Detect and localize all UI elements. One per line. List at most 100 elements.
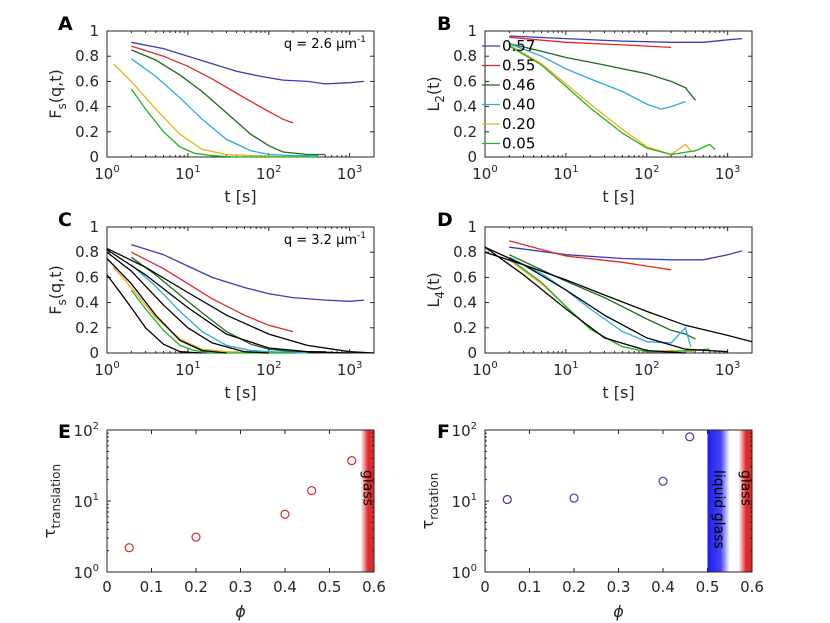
x-tick-exp: 1 (194, 360, 200, 371)
axes-box (484, 30, 753, 158)
x-tick-exp: 0 (491, 360, 497, 371)
y-label-sub: 2 (433, 95, 447, 103)
x-tick-label: 102 (634, 360, 659, 379)
series-line-0-46 (509, 42, 697, 101)
series-line-0-40 (509, 256, 692, 347)
y-tick-label: 100 (74, 563, 99, 582)
y-tick-exp: 1 (93, 492, 99, 503)
series-line-0-55 (131, 45, 294, 124)
series-line-0-46 (130, 256, 326, 353)
x-tick-label: 101 (553, 164, 578, 183)
series-line-0-46 (131, 49, 326, 156)
x-tick-base: 10 (472, 165, 491, 183)
y-label-rest: (t) (424, 76, 443, 95)
series-line-fit (106, 247, 375, 354)
panel-label: A (58, 13, 73, 35)
x-tick-base: 10 (634, 361, 653, 379)
x-tick-base: 10 (175, 165, 194, 183)
y-tick-label: 0.8 (453, 47, 477, 65)
x-tick-exp: 3 (734, 360, 740, 371)
x-tick-label: 0.4 (273, 578, 297, 596)
x-tick-exp: 3 (356, 360, 362, 371)
x-tick-base: 10 (337, 361, 356, 379)
y-label-sub: s (55, 103, 69, 109)
y-tick-exp: 1 (471, 492, 477, 503)
data-point (685, 432, 695, 442)
x-tick-exp: 3 (356, 164, 362, 175)
y-label-rest: (t) (424, 272, 443, 291)
y-tick-label: 0 (89, 148, 99, 166)
series-line-fit (484, 246, 728, 353)
series-line-0-55 (509, 240, 672, 271)
series-line-0-46 (509, 254, 696, 340)
y-tick-label: 0.6 (453, 72, 477, 90)
annotation: q = 3.2 µm-1 (284, 231, 366, 248)
x-axis-label: t [s] (602, 383, 634, 402)
x-tick-label: 0.3 (229, 578, 253, 596)
series-line-0-40 (130, 58, 318, 157)
x-axis-label: t [s] (224, 383, 256, 402)
y-label-main: F (46, 306, 65, 315)
y-label-sub: 4 (433, 291, 447, 299)
series-line-fit (106, 249, 350, 354)
y-axis-label: Fs(q,t) (46, 69, 69, 118)
x-tick-base: 10 (94, 361, 113, 379)
band-label: glass (737, 470, 753, 506)
y-label-main: τ (40, 528, 59, 538)
y-label-rest: (q,t) (46, 69, 65, 103)
x-tick-label: 100 (472, 164, 497, 183)
data-point (569, 493, 579, 503)
data-point (307, 486, 317, 496)
series-line-0-05 (130, 289, 294, 354)
legend-label: 0.20 (502, 115, 535, 133)
y-tick-base: 10 (74, 493, 93, 511)
y-axis-label: L4(t) (424, 272, 447, 307)
y-axis-label: τrotation (418, 473, 441, 530)
band-liquid-glass (707, 430, 730, 572)
x-tick-base: 10 (553, 165, 572, 183)
y-tick-base: 10 (74, 422, 93, 440)
y-label-main: L (424, 299, 443, 308)
x-tick-label: 0.1 (140, 578, 164, 596)
band-glass (738, 430, 752, 572)
band-glass (360, 430, 374, 572)
y-tick-label: 102 (74, 421, 99, 440)
y-label-sub: rotation (427, 473, 441, 520)
y-label-main: F (46, 110, 65, 119)
y-tick-label: 100 (452, 563, 477, 582)
series-line-0-57 (509, 246, 743, 261)
axes-box (484, 226, 753, 354)
x-tick-label: 100 (94, 164, 119, 183)
series-line-0-57 (131, 41, 364, 85)
x-tick-base: 10 (715, 361, 734, 379)
y-tick-exp: 2 (93, 421, 99, 432)
series-line-fit (106, 258, 227, 354)
annotation-sup: -1 (357, 35, 366, 45)
legend-label: 0.40 (502, 96, 535, 114)
panel-label: C (58, 209, 72, 231)
legend-label: 0.05 (502, 135, 535, 153)
annotation: q = 2.6 µm-1 (284, 35, 366, 52)
annotation-text: q = 2.6 µm (284, 37, 357, 52)
y-label-sub: s (55, 299, 69, 305)
x-tick-base: 10 (337, 165, 356, 183)
x-tick-label: 101 (553, 360, 578, 379)
y-tick-label: 102 (452, 421, 477, 440)
x-tick-label: 0.1 (518, 578, 542, 596)
x-tick-exp: 0 (113, 360, 119, 371)
y-tick-label: 0 (467, 148, 477, 166)
x-axis-label: t [s] (602, 187, 634, 206)
y-tick-label: 0 (467, 344, 477, 362)
x-tick-base: 10 (553, 361, 572, 379)
x-tick-base: 10 (94, 165, 113, 183)
x-tick-exp: 0 (113, 164, 119, 175)
x-tick-exp: 2 (275, 164, 281, 175)
y-label-main: L (424, 103, 443, 112)
series-line-fit (484, 251, 753, 343)
series-line-0-55 (131, 251, 294, 333)
x-axis-label: ϕ (613, 602, 624, 621)
y-tick-label: 0.2 (75, 123, 99, 141)
